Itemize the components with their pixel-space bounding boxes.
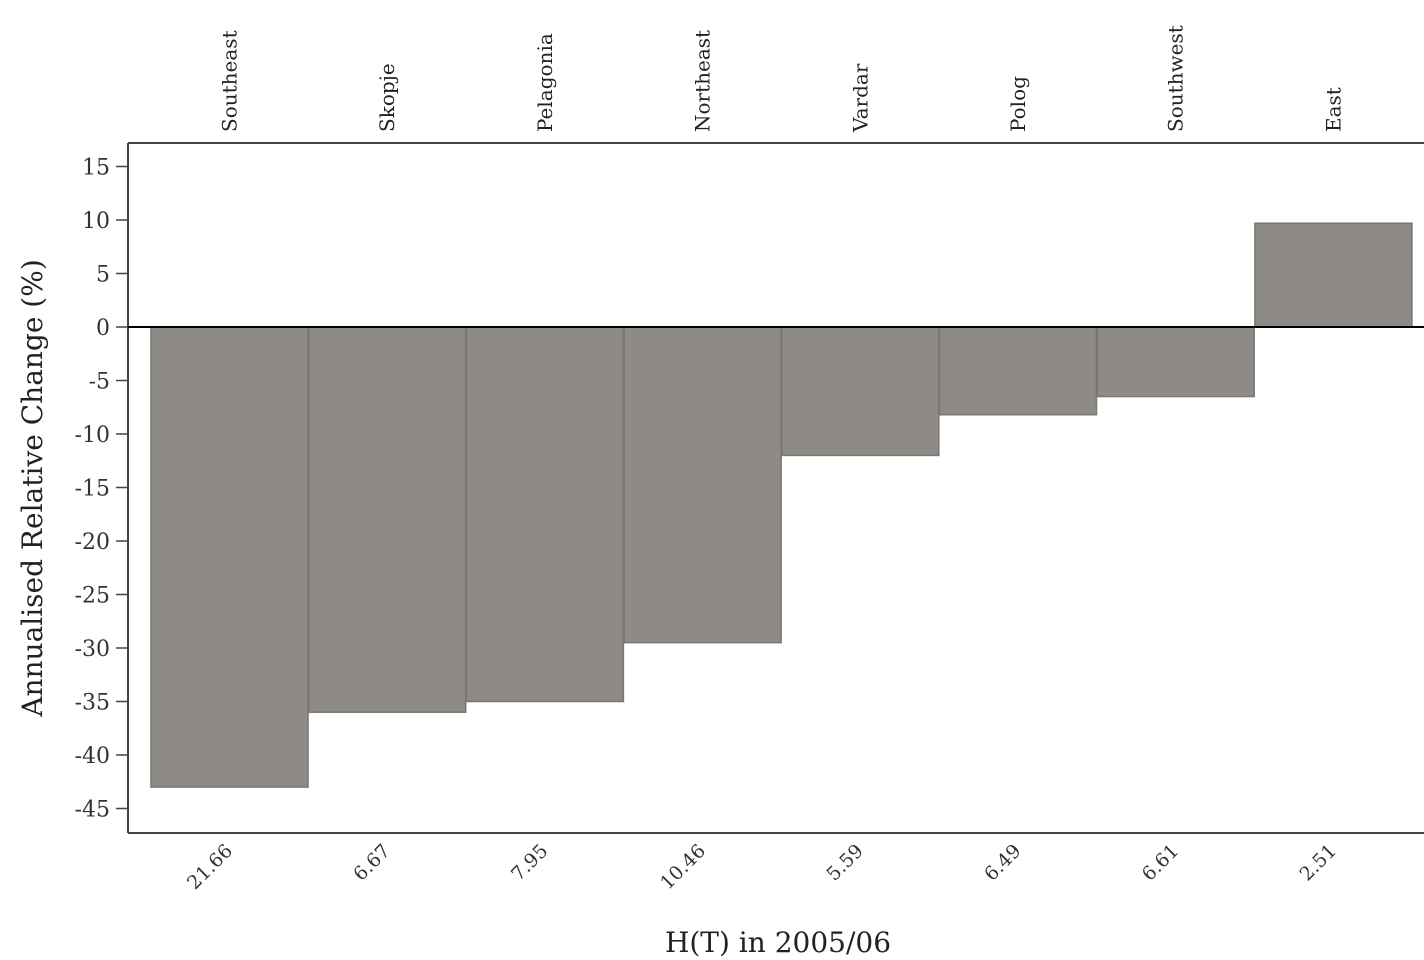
y-tick-label: 10 <box>82 209 110 234</box>
y-tick-label: -30 <box>75 637 110 662</box>
y-tick-label: -15 <box>75 477 110 502</box>
x-axis-title: H(T) in 2005/06 <box>665 926 891 959</box>
category-value-label-bottom: 10.46 <box>656 840 710 894</box>
y-tick-label: -45 <box>75 798 110 823</box>
bar-pelagonia <box>465 326 625 703</box>
bar-skopje <box>307 326 467 713</box>
category-value-label-bottom: 6.67 <box>349 840 394 885</box>
category-label-top: East <box>1321 87 1345 132</box>
y-tick-label: -40 <box>75 744 110 769</box>
y-tick-label: 0 <box>96 316 110 341</box>
category-label-top: Southeast <box>218 30 242 132</box>
category-label-top: Southwest <box>1164 25 1188 132</box>
bar-polog <box>938 326 1098 416</box>
y-tick-label: -25 <box>75 584 110 609</box>
category-label-top: Skopje <box>375 63 399 132</box>
y-axis-title: Annualised Relative Change (%) <box>16 259 49 718</box>
y-tick-label: 5 <box>96 263 110 288</box>
y-tick-label: -10 <box>75 423 110 448</box>
y-tick-label: 15 <box>82 156 110 181</box>
category-label-top: Polog <box>1006 76 1030 132</box>
y-tick-label: -35 <box>75 691 110 716</box>
bar-east <box>1254 222 1413 328</box>
bar-vardar <box>781 326 940 457</box>
category-value-label-bottom: 7.95 <box>507 840 552 885</box>
bar-southwest <box>1096 326 1255 398</box>
category-value-label-bottom: 6.49 <box>980 840 1025 885</box>
category-value-label-bottom: 21.66 <box>183 840 237 894</box>
category-value-label-bottom: 2.51 <box>1295 840 1340 885</box>
y-tick-label: -20 <box>75 530 110 555</box>
bar-northeast <box>623 326 782 644</box>
category-value-label-bottom: 5.59 <box>822 840 867 885</box>
category-label-top: Pelagonia <box>533 33 557 132</box>
category-label-top: Northeast <box>691 30 715 132</box>
category-label-top: Vardar <box>848 63 872 133</box>
y-tick-label: -5 <box>89 370 110 395</box>
category-value-label-bottom: 6.61 <box>1138 840 1183 885</box>
bar-southeast <box>150 326 309 788</box>
